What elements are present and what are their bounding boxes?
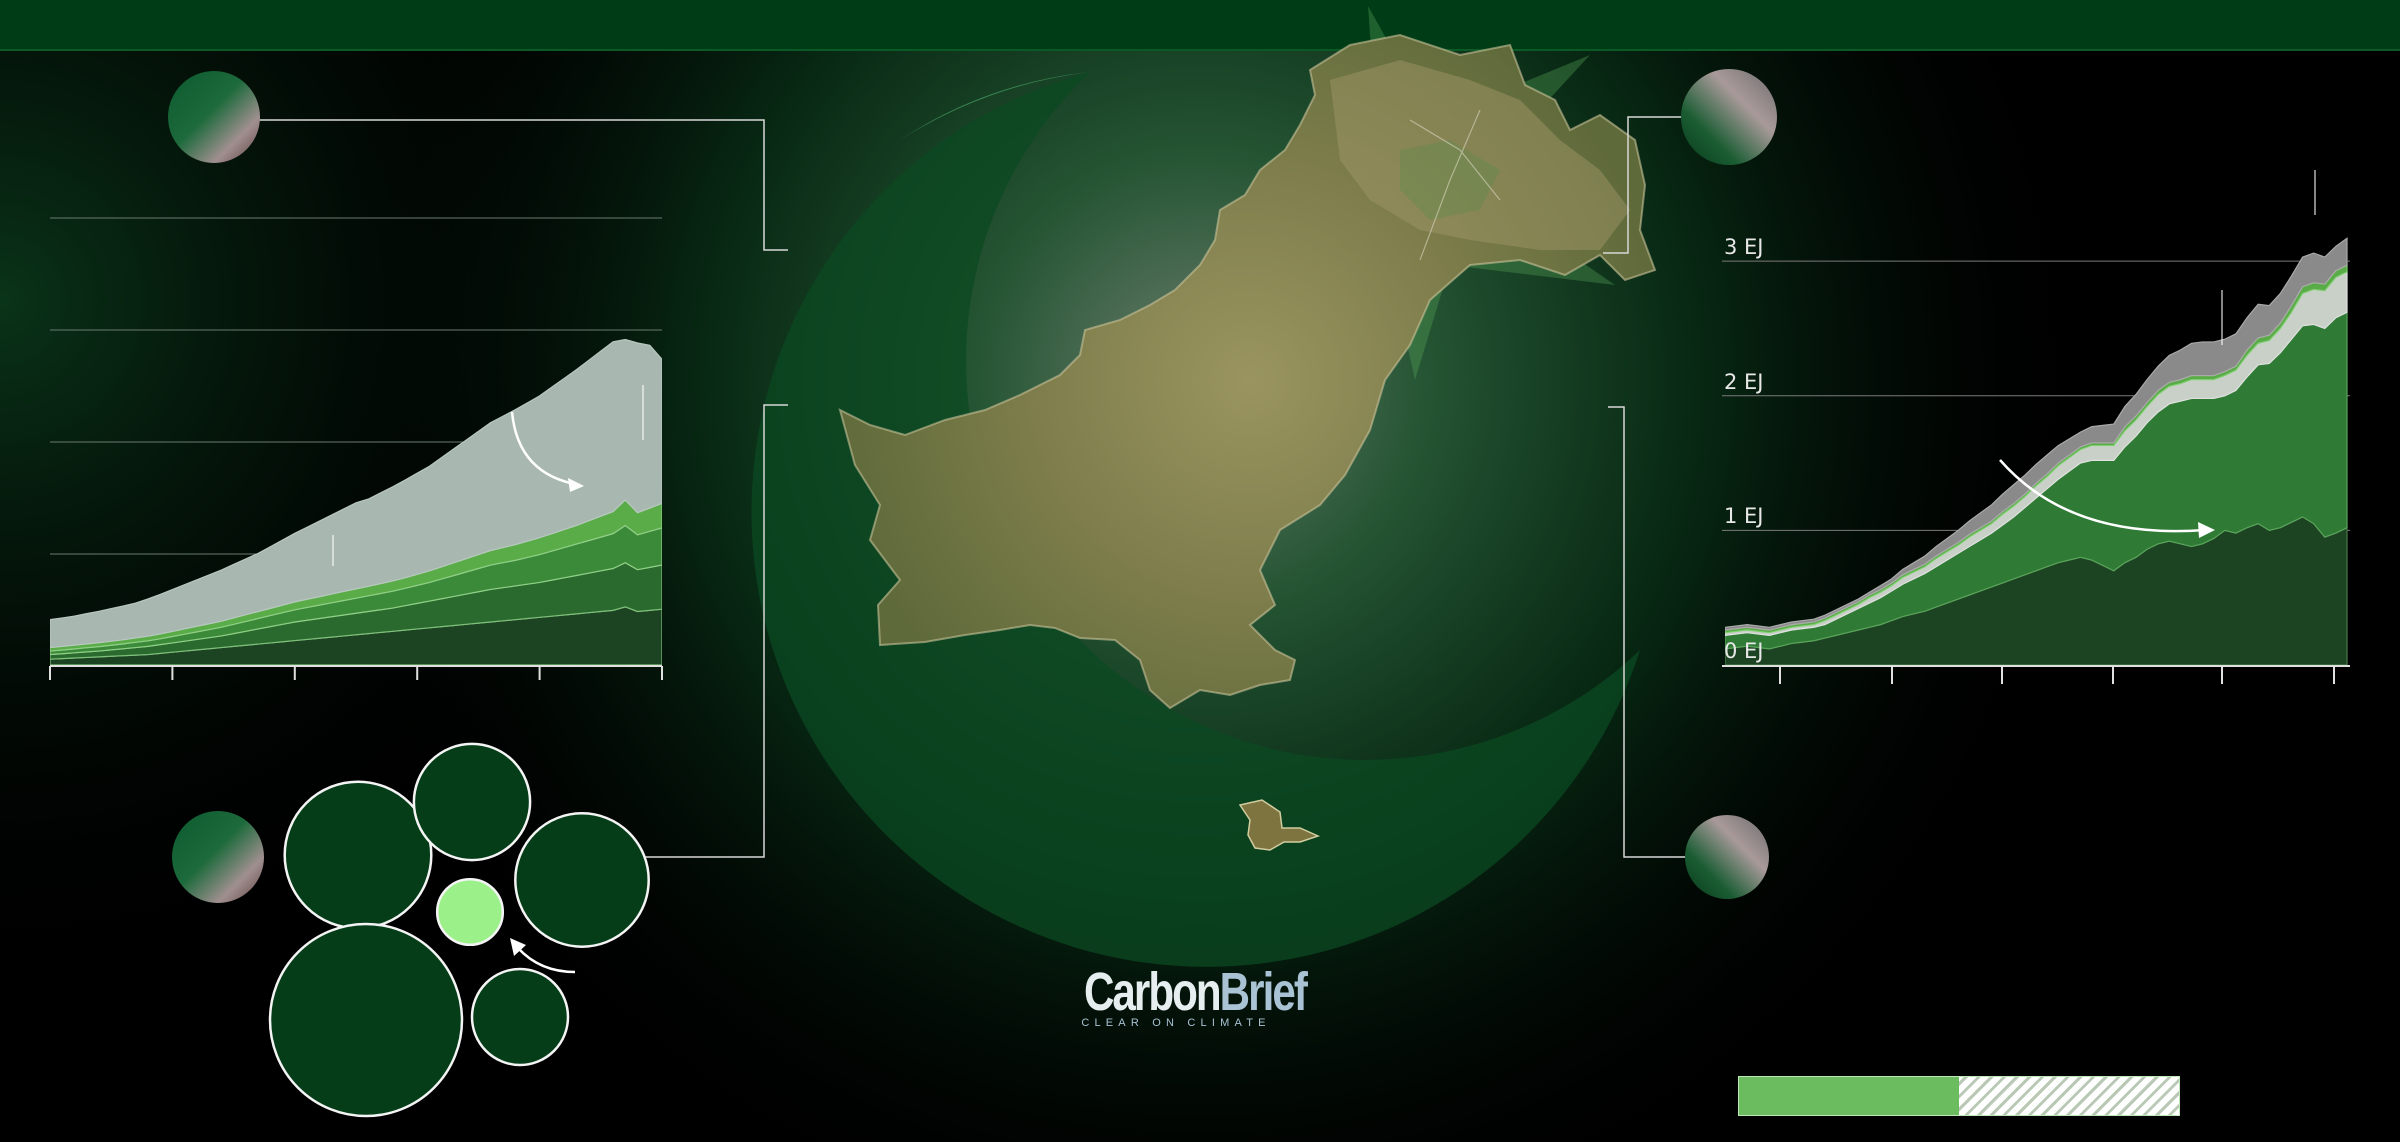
- progress-fill: [1739, 1077, 1959, 1115]
- orb-bottom-right: [1685, 815, 1769, 899]
- bubble-3: [470, 967, 570, 1067]
- right-chart-series-4: [1725, 237, 2348, 631]
- bubble-arrow: [517, 947, 576, 974]
- right-chart-y-tick-label: 2 EJ: [1724, 369, 1764, 394]
- carbonbrief-logo: CarbonBrief CLEAR ON CLIMATE: [1058, 962, 1308, 1029]
- orb-top-right: [1681, 69, 1777, 165]
- bubble-1: [412, 742, 532, 862]
- right-chart-arrow: [1999, 459, 2206, 533]
- bubble-0: [283, 780, 433, 930]
- left-chart-series-4: [50, 338, 662, 649]
- pakistan-map: [838, 33, 1657, 710]
- connector-lines: [258, 116, 1690, 858]
- right-chart-y-tick-label: 0 EJ: [1724, 639, 1764, 663]
- progress-bar: [1738, 1076, 2180, 1116]
- orb-top-left: [168, 71, 260, 163]
- bubble-4: [435, 877, 505, 947]
- logo-word-brief: Brief: [1219, 962, 1308, 1022]
- logo-word-carbon: Carbon: [1083, 962, 1222, 1022]
- header-band: [0, 0, 2400, 50]
- right-area-chart: [1722, 170, 2350, 684]
- left-area-chart: [49, 217, 663, 680]
- logo-tagline: CLEAR ON CLIMATE: [1081, 1017, 1271, 1029]
- flag-crescent: [751, 72, 1640, 967]
- right-chart-y-tick-label: 1 EJ: [1724, 504, 1764, 529]
- right-chart-y-tick-label: 3 EJ: [1724, 235, 1764, 260]
- island-map: [1238, 799, 1321, 851]
- left-chart-arrow: [510, 411, 581, 487]
- bubble-chart: [268, 742, 650, 1118]
- bubble-5: [268, 922, 464, 1118]
- orb-bottom-left: [172, 811, 264, 903]
- bubble-2: [514, 812, 650, 948]
